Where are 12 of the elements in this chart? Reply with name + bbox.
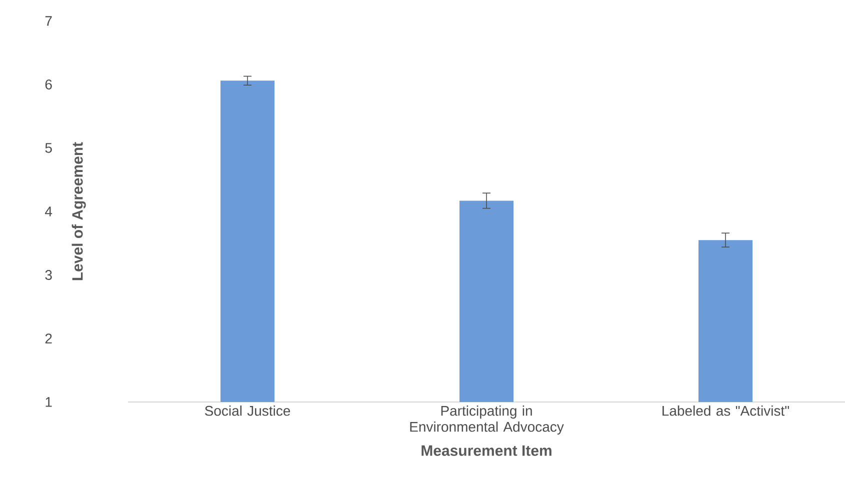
x-tick-label: Social Justice [204, 406, 290, 416]
y-tick-label: 7 [45, 16, 52, 26]
y-tick-label: 3 [45, 270, 52, 280]
y-tick-label: 2 [45, 334, 52, 344]
y-tick-label: 6 [45, 80, 52, 90]
y-tick-label: 4 [45, 206, 52, 216]
x-tick-label: Participating in Environmental Advocacy [410, 406, 564, 435]
y-tick-label: 5 [45, 143, 52, 153]
x-axis-title: Measurement Item [422, 445, 552, 456]
x-tick-label: Labeled as "Activist" [662, 406, 789, 416]
y-axis-title: Level of Agreement [72, 142, 86, 280]
y-tick-label: 1 [46, 397, 52, 407]
